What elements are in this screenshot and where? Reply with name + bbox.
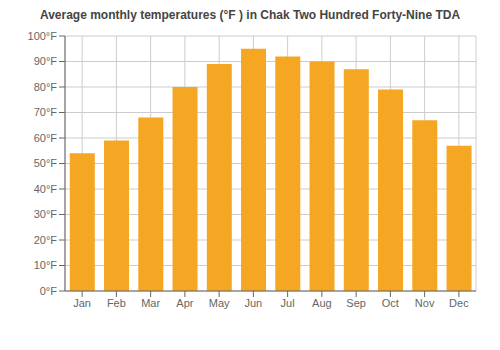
svg-text:90°F: 90°F: [34, 55, 58, 67]
svg-text:Jun: Jun: [245, 297, 263, 309]
svg-text:Jan: Jan: [73, 297, 91, 309]
html-text:Average monthly temperatures (: Average monthly temperatures (°F ) in Ch…: [39, 8, 461, 22]
svg-text:60°F: 60°F: [34, 132, 58, 144]
svg-text:Jul: Jul: [281, 297, 295, 309]
svg-text:Feb: Feb: [107, 297, 126, 309]
svg-text:10°F: 10°F: [34, 259, 58, 271]
svg-text:70°F: 70°F: [34, 106, 58, 118]
svg-text:Sep: Sep: [346, 297, 366, 309]
svg-text:Dec: Dec: [449, 297, 469, 309]
svg-text:20°F: 20°F: [34, 234, 58, 246]
svg-text:80°F: 80°F: [34, 81, 58, 93]
svg-text:Aug: Aug: [312, 297, 332, 309]
svg-text:40°F: 40°F: [34, 183, 58, 195]
svg-text:Nov: Nov: [415, 297, 435, 309]
svg-text:30°F: 30°F: [34, 208, 58, 220]
svg-text:Oct: Oct: [382, 297, 399, 309]
svg-text:May: May: [209, 297, 230, 309]
svg-text:0°F: 0°F: [40, 285, 58, 297]
svg-text:Mar: Mar: [141, 297, 160, 309]
svg-text:100°F: 100°F: [28, 30, 58, 42]
svg-text:Apr: Apr: [176, 297, 193, 309]
svg-text:50°F: 50°F: [34, 157, 58, 169]
